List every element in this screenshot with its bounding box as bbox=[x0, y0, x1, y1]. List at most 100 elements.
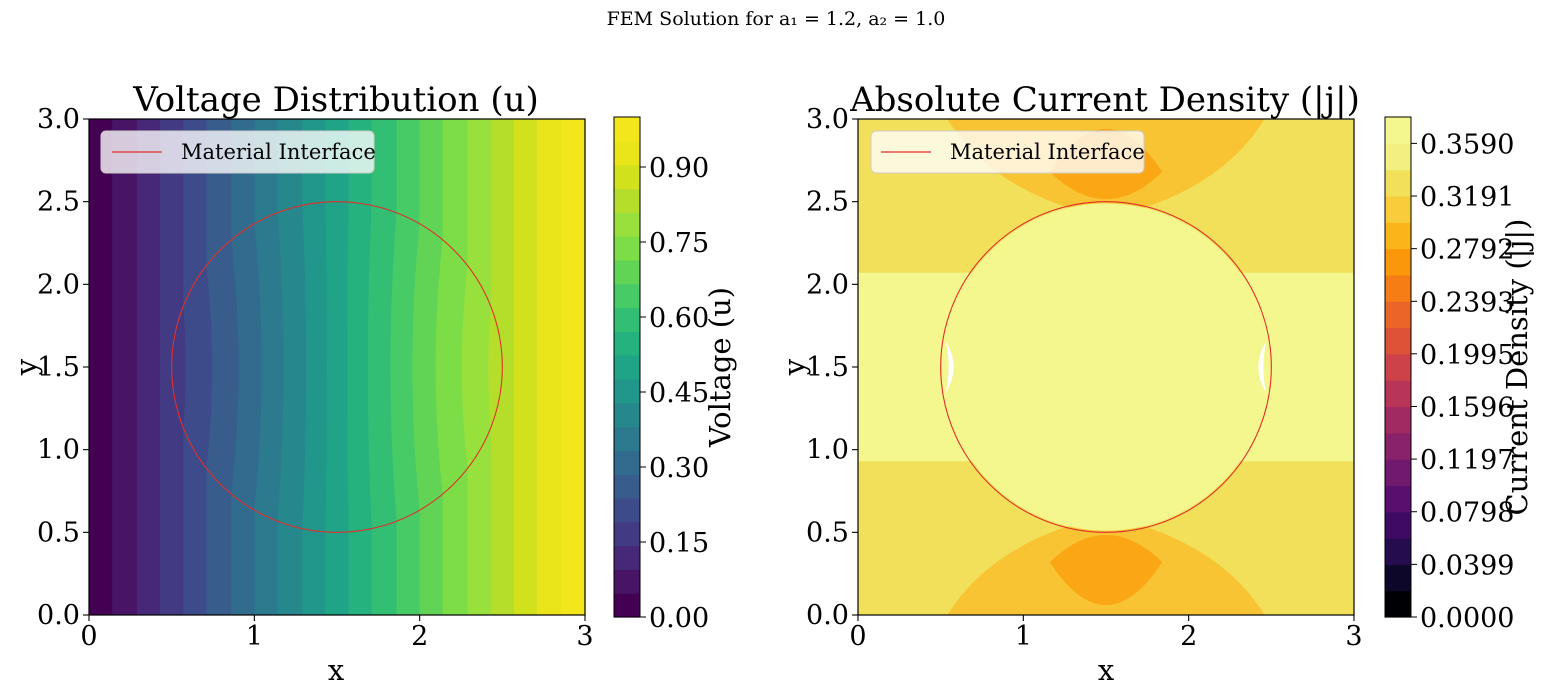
current-legend-label: Material Interface bbox=[950, 140, 1145, 164]
y-tick-label: 0.0 bbox=[806, 600, 849, 631]
voltage-legend-box bbox=[100, 130, 375, 174]
voltage-title: Voltage Distribution (u) bbox=[132, 80, 539, 120]
y-tick-label: 0.5 bbox=[37, 517, 80, 548]
voltage-band bbox=[325, 119, 350, 615]
colorbar-level bbox=[614, 236, 640, 261]
colorbar-level bbox=[1385, 380, 1411, 408]
colorbar-tick-label: 0.90 bbox=[649, 153, 709, 184]
voltage-band bbox=[254, 119, 285, 615]
colorbar-level bbox=[1385, 143, 1411, 171]
current-colorbar: 0.0000 0.0399 0.0798 0.1197 0.1596 0.1995 0.23… bbox=[1384, 116, 1514, 634]
colorbar-frame bbox=[1384, 116, 1412, 618]
x-tick-label: 3 bbox=[1345, 621, 1362, 652]
voltage-panel: Voltage Distribution (u) 0 1 2 3 0.0 0.5 1.0 1.… bbox=[9, 80, 737, 687]
x-tick-label: 3 bbox=[576, 621, 593, 652]
figure-suptitle: FEM Solution for a₁ = 1.2, a₂ = 1.0 bbox=[607, 8, 946, 30]
colorbar-tick-label: 0.00 bbox=[649, 603, 709, 634]
voltage-band bbox=[89, 119, 113, 615]
colorbar-level bbox=[614, 521, 640, 547]
voltage-band bbox=[302, 119, 328, 615]
voltage-band bbox=[136, 119, 161, 615]
voltage-ticks: 0 1 2 3 0.0 0.5 1.0 1.5 2.0 2.5 3.0 bbox=[37, 104, 594, 652]
y-tick-label: 1.5 bbox=[37, 352, 80, 383]
colorbar-level bbox=[1385, 432, 1411, 460]
colorbar-tick-label: 0.30 bbox=[649, 453, 709, 484]
colorbar-level bbox=[1385, 117, 1411, 144]
current-interface-circle bbox=[940, 201, 1272, 533]
y-tick-label: 0.5 bbox=[806, 517, 849, 548]
voltage-band bbox=[160, 119, 187, 615]
colorbar-level bbox=[1385, 459, 1411, 487]
voltage-band bbox=[390, 119, 421, 615]
current-singularity-left bbox=[945, 341, 954, 393]
colorbar-level bbox=[614, 402, 640, 428]
colorbar-tick-label: 0.15 bbox=[649, 528, 709, 559]
colorbar-level bbox=[614, 188, 640, 213]
y-tick-label: 2.0 bbox=[37, 269, 80, 300]
current-legend-box bbox=[870, 130, 1145, 174]
y-tick-label: 2.0 bbox=[806, 269, 849, 300]
colorbar-tick-label: 0.3590 bbox=[1420, 129, 1514, 160]
colorbar-level bbox=[614, 331, 640, 356]
colorbar-level bbox=[1385, 248, 1411, 276]
colorbar-level bbox=[1385, 274, 1411, 302]
voltage-colorbar: 0.00 0.15 0.30 0.45 0.60 0.75 0.90 bbox=[613, 116, 709, 634]
colorbar-level bbox=[1385, 511, 1411, 539]
colorbar-tick-label: 0.0798 bbox=[1420, 498, 1514, 529]
colorbar-level bbox=[1385, 590, 1411, 618]
voltage-band bbox=[367, 119, 398, 615]
colorbar-tick-label: 0.0399 bbox=[1420, 550, 1514, 581]
colorbar-level bbox=[614, 378, 640, 404]
colorbar-level bbox=[1385, 564, 1411, 592]
current-title: Absolute Current Density (|j|) bbox=[849, 80, 1360, 120]
colorbar-tick-label: 0.3191 bbox=[1420, 182, 1514, 213]
colorbar-level bbox=[614, 307, 640, 332]
voltage-contour-bands bbox=[89, 119, 586, 615]
current-legend: Material Interface bbox=[870, 130, 1145, 174]
voltage-interface-circle bbox=[171, 201, 503, 533]
y-tick-label: 1.0 bbox=[806, 435, 849, 466]
voltage-band bbox=[206, 119, 240, 615]
current-ylabel: y bbox=[777, 358, 811, 376]
voltage-legend-label: Material Interface bbox=[181, 140, 376, 164]
current-lobe-core-bottom bbox=[1049, 534, 1163, 606]
colorbar-level bbox=[614, 283, 640, 309]
colorbar-level bbox=[614, 497, 640, 523]
colorbar-level bbox=[1385, 406, 1411, 434]
y-tick-label: 3.0 bbox=[806, 104, 849, 135]
colorbar-level bbox=[614, 117, 640, 142]
current-singularity-right bbox=[1258, 341, 1267, 393]
colorbar-level bbox=[614, 593, 640, 618]
colorbar-tick-label: 0.2393 bbox=[1420, 287, 1514, 318]
colorbar-level bbox=[1385, 301, 1411, 329]
colorbar-level bbox=[614, 569, 640, 594]
x-tick-label: 2 bbox=[411, 621, 428, 652]
colorbar-level bbox=[614, 450, 640, 475]
colorbar-level bbox=[614, 474, 640, 499]
colorbar-level bbox=[614, 212, 640, 237]
colorbar-level bbox=[1385, 195, 1411, 223]
colorbar-level bbox=[1385, 485, 1411, 513]
colorbar-tick-label: 0.75 bbox=[649, 228, 709, 259]
x-tick-label: 0 bbox=[849, 621, 866, 652]
voltage-band bbox=[412, 119, 444, 615]
voltage-band bbox=[488, 119, 515, 615]
colorbar-level bbox=[614, 426, 640, 451]
colorbar-level bbox=[1385, 353, 1411, 381]
colorbar-tick-label: 0.1596 bbox=[1420, 392, 1514, 423]
x-tick-label: 0 bbox=[80, 621, 97, 652]
current-ticks: 0 1 2 3 0.0 0.5 1.0 1.5 2.0 2.5 3.0 bbox=[806, 104, 1363, 652]
voltage-band bbox=[347, 119, 373, 615]
x-tick-label: 1 bbox=[1015, 621, 1032, 652]
current-xlabel: x bbox=[1098, 653, 1114, 687]
x-tick-label: 2 bbox=[1180, 621, 1197, 652]
current-panel: Absolute Current Density (|j|) 0 1 2 3 0.0 0.… bbox=[777, 80, 1534, 687]
voltage-band bbox=[231, 119, 263, 615]
colorbar-tick-label: 0.1197 bbox=[1420, 445, 1514, 476]
colorbar-level bbox=[1385, 538, 1411, 565]
colorbar-level bbox=[614, 355, 640, 380]
colorbar-tick-label: 0.2792 bbox=[1420, 235, 1514, 266]
voltage-band bbox=[435, 119, 469, 615]
voltage-band bbox=[561, 119, 586, 615]
